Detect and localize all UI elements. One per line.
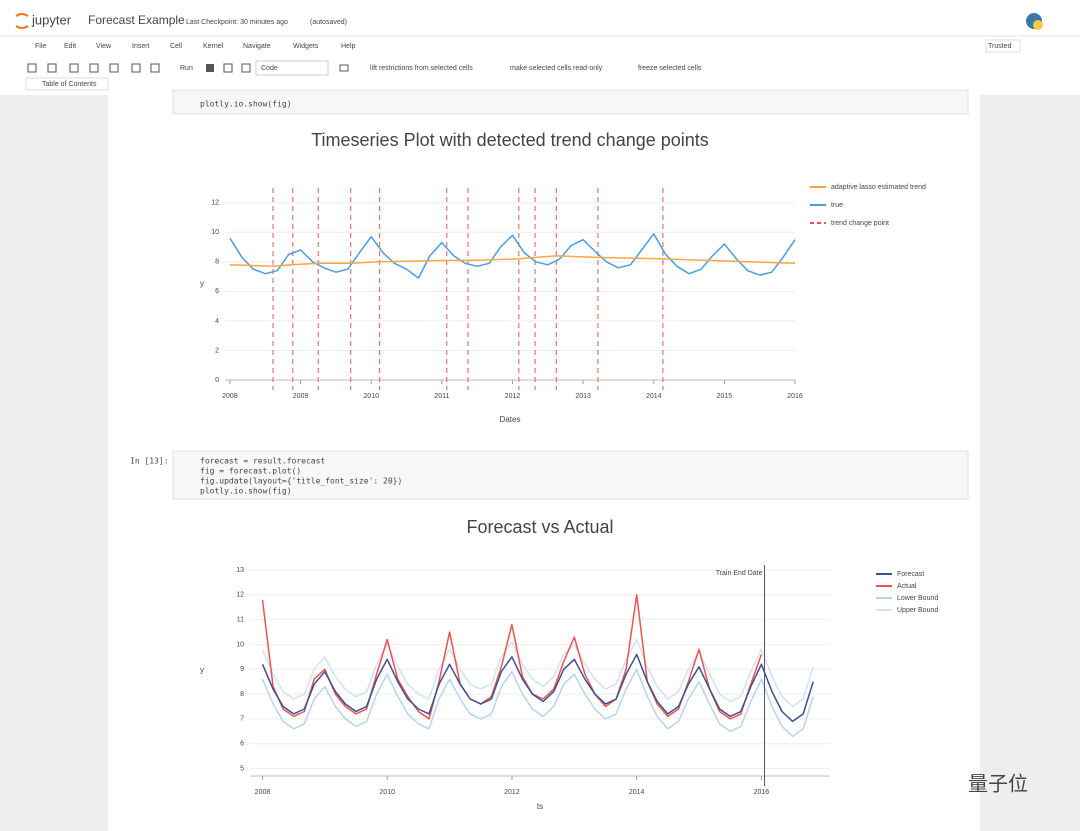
x-tick-label: 2016 [754,789,770,796]
icon-paste[interactable] [109,63,119,73]
y-tick-label: 9 [240,666,244,673]
toc-button[interactable]: Table of Contents [42,81,97,88]
logo-text: jupyter [31,12,72,27]
y-tick-label: 8 [240,691,244,698]
x-tick-label: 2010 [363,393,379,400]
toolbar-action[interactable]: make selected cells read-only [510,65,603,72]
icon-fast-forward[interactable] [241,63,251,73]
header-bg [0,0,1080,95]
series-line [261,594,763,720]
menu-item[interactable]: Help [341,43,356,50]
code-cell[interactable] [172,450,969,500]
menu-item[interactable]: Insert [132,43,150,50]
annotation-text: Train End Date [716,570,763,577]
y-tick-label: 0 [215,377,219,384]
series-line [261,668,814,738]
code-line: forecast = result.forecast [200,457,325,466]
menu-item[interactable]: Cell [170,43,183,50]
toolbar-action[interactable]: lift restrictions from selected cells [370,65,473,72]
legend-label: adaptive lasso estimated trend [831,184,926,191]
icon-save[interactable] [27,63,37,73]
legend-label: Actual [897,583,917,590]
y-tick-label: 6 [240,741,244,748]
trusted-box [985,39,1021,53]
icon-copy[interactable] [89,63,99,73]
toolbar-action[interactable]: freeze selected cells [638,65,702,72]
y-tick-label: 12 [236,592,244,599]
icon-add[interactable] [47,63,57,73]
notebook-title[interactable]: Forecast Example [88,13,185,27]
x-tick-label: 2009 [293,393,309,400]
chart-title: Forecast vs Actual [466,517,613,537]
x-tick-label: 2008 [222,393,238,400]
x-tick-label: 2012 [505,393,521,400]
run-button[interactable]: Run [180,65,193,72]
cell-prompt: In [13]: [130,457,169,466]
x-tick-label: 2008 [255,789,271,796]
chart-title: Timeseries Plot with detected trend chan… [311,130,709,150]
legend-label: true [831,202,843,209]
code-line: fig = forecast.plot() [200,467,301,476]
menu-item[interactable]: File [35,43,46,50]
checkpoint: Last Checkpoint: 30 minutes ago [186,19,288,26]
icon-stop[interactable] [206,64,214,72]
x-tick-label: 2014 [629,789,645,796]
x-tick-label: 2010 [379,789,395,796]
menu-item[interactable]: Widgets [293,43,319,50]
icon-up[interactable] [131,63,141,73]
menu-item[interactable]: Edit [64,43,76,50]
x-tick-label: 2015 [717,393,733,400]
icon-keyboard[interactable] [339,64,349,72]
code-line: fig.update(layout={'title_font_size': 20… [200,477,402,486]
series-line [229,255,796,268]
y-tick-label: 2 [215,347,219,354]
icon-restart[interactable] [223,63,233,73]
series-line [229,233,796,279]
x-axis-label: Dates [500,415,521,424]
y-tick-label: 10 [211,229,219,236]
x-tick-label: 2011 [434,393,449,400]
icon-down[interactable] [150,63,160,73]
cell-type: Code [261,65,278,72]
series-line [261,638,814,708]
x-tick-label: 2012 [504,789,520,796]
menu-item[interactable]: Kernel [203,43,224,50]
x-tick-label: 2014 [646,393,662,400]
series-line [261,653,814,723]
legend-label: trend change point [831,220,889,227]
y-tick-label: 7 [240,716,244,723]
python-logo-2 [1033,20,1043,30]
code-cell[interactable] [172,89,969,115]
y-tick-label: 11 [237,616,244,623]
icon-cut[interactable] [69,63,79,73]
code-line: plotly.io.show(fig) [200,487,292,496]
menu-item[interactable]: Navigate [243,43,271,50]
logo-icon [15,13,29,29]
legend-label: Upper Bound [897,607,938,614]
toolbar-icons [27,60,349,76]
legend-label: Lower Bound [897,595,938,602]
y-tick-label: 12 [211,200,219,207]
autosave: (autosaved) [310,19,347,26]
x-tick-label: 2016 [787,393,803,400]
y-tick-label: 6 [215,288,219,295]
y-tick-label: 10 [236,641,244,648]
code-line: plotly.io.show(fig) [200,100,292,109]
toc-button-box [25,77,109,91]
legend-label: Forecast [897,571,924,578]
watermark: 量子位 [968,772,1028,795]
x-axis-label: ts [537,802,543,811]
y-tick-label: 4 [215,318,219,325]
y-axis-label: y [200,666,204,675]
y-tick-label: 8 [215,259,219,266]
trusted[interactable]: Trusted [988,43,1012,50]
x-tick-label: 2013 [575,393,591,400]
menu-item[interactable]: View [96,43,112,50]
y-axis-label: y [200,279,204,288]
cell-type-select[interactable] [255,60,329,76]
y-tick-label: 5 [240,765,244,772]
y-tick-label: 13 [236,567,244,574]
